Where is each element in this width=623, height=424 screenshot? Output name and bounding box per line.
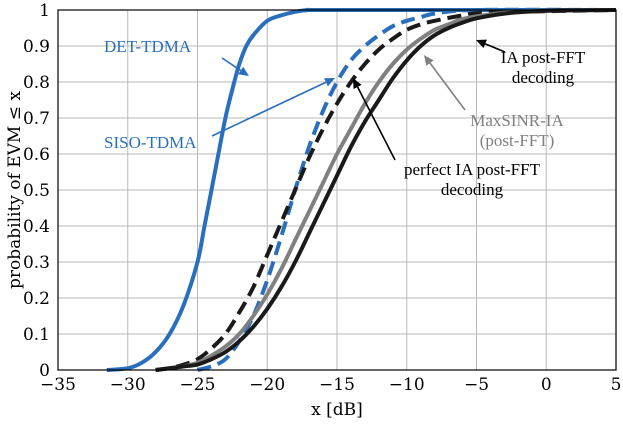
y-tick-label: 0.2: [23, 289, 50, 309]
annotation-leader-line: [211, 81, 327, 137]
annotation-arrowhead: [324, 78, 335, 87]
x-tick-label: −10: [389, 375, 425, 395]
x-tick-label: 5: [611, 375, 622, 395]
annotation-label: SISO-TDMA: [104, 133, 197, 152]
y-tick-label: 0: [39, 361, 50, 381]
annotation-leader-line: [221, 57, 242, 72]
series-curves: [106, 7, 617, 372]
y-tick-label: 0.3: [23, 253, 50, 273]
y-tick-label: 0.7: [23, 109, 50, 129]
plot-frame: [57, 9, 617, 371]
y-tick-label: 0.9: [23, 37, 50, 57]
x-tick-label: −20: [249, 375, 285, 395]
annotation-arrowhead: [476, 39, 487, 48]
y-tick-label: 0.1: [23, 325, 50, 345]
annotation-maxsinr-ia-post-fft: MaxSINR-IA(post-FFT): [424, 55, 564, 150]
annotation-label: (post-FFT): [480, 131, 555, 150]
x-tick-label: −35: [40, 375, 76, 395]
annotation-leader-line: [356, 86, 396, 161]
series-line-siso-tdma: [196, 7, 617, 372]
y-tick-label: 0.8: [23, 73, 50, 93]
annotation-siso-tdma: SISO-TDMA: [104, 78, 335, 152]
x-axis-label: x [dB]: [311, 400, 363, 420]
annotation-label: IA post-FFT: [501, 48, 586, 67]
annotation-arrowhead: [353, 78, 362, 89]
annotation-arrowhead: [238, 66, 249, 76]
x-tick-label: −30: [110, 375, 146, 395]
x-tick-label: 0: [541, 375, 552, 395]
y-tick-label: 0.4: [23, 217, 50, 237]
y-axis-label: probability of EVM ≤ x: [5, 91, 25, 289]
y-tick-label: 0.6: [23, 145, 50, 165]
annotation-label: MaxSINR-IA: [470, 111, 564, 130]
annotation-label: decoding: [441, 180, 504, 199]
annotation-leader-line: [484, 43, 506, 53]
series-line-ia-post-fft-decoding: [155, 8, 617, 372]
annotation-det-tdma: DET-TDMA: [104, 37, 249, 76]
series-line-maxsinr-ia-post-fft: [155, 8, 617, 372]
x-tick-label: −5: [464, 375, 489, 395]
annotation-leader-line: [429, 62, 466, 111]
y-tick-label: 1: [39, 1, 50, 21]
annotation-label: decoding: [512, 68, 575, 87]
x-tick-label: −25: [180, 375, 216, 395]
series-line-perfect-ia-post-fft-decoding: [155, 8, 617, 372]
annotation-label: perfect IA post-FFT: [404, 160, 541, 179]
tick-labels: −35 −30 −25 −20 −15 −10 −5 0 5 0 0.1 0.2 0.3 0.4 0.5 0.…: [23, 1, 621, 395]
y-tick-label: 0.5: [23, 181, 50, 201]
x-tick-label: −15: [319, 375, 355, 395]
grid-lines: [57, 9, 617, 371]
annotation-arrowhead: [424, 55, 434, 66]
annotation-label: DET-TDMA: [104, 37, 192, 56]
